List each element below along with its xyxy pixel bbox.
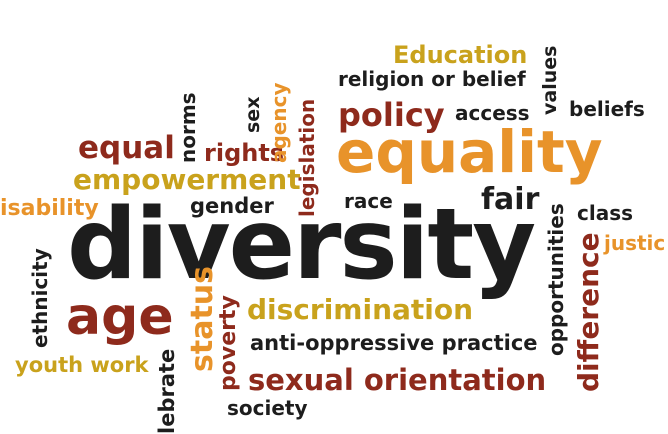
word-discrimination: discrimination xyxy=(247,293,474,326)
word-beliefs: beliefs xyxy=(569,97,645,121)
word-society: society xyxy=(227,396,308,420)
word-values: values xyxy=(539,45,561,115)
word-poverty: poverty xyxy=(216,295,241,391)
word-norms: norms xyxy=(176,92,200,163)
word-anti-oppressive-practice: anti-oppressive practice xyxy=(250,331,538,355)
word-equal: equal xyxy=(78,130,175,166)
word-race: race xyxy=(344,189,393,213)
word-agency: agency xyxy=(267,82,291,163)
word-empowerment: empowerment xyxy=(73,163,301,196)
word-policy: policy xyxy=(338,96,445,134)
word-access: access xyxy=(455,101,530,125)
word-status: status xyxy=(185,266,220,372)
word-sex: sex xyxy=(242,96,264,133)
word-education: Education xyxy=(393,41,528,69)
word-religion-or-belief: religion or belief xyxy=(338,67,526,91)
word-opportunities: opportunities xyxy=(544,203,568,356)
word-disability: isability xyxy=(0,196,99,221)
word-diversity: diversity xyxy=(67,188,536,302)
word-celebrate: lebrate xyxy=(155,348,179,434)
word-equality: equality xyxy=(336,118,603,186)
word-age: age xyxy=(66,287,174,347)
word-rights: rights xyxy=(204,139,285,167)
word-gender: gender xyxy=(190,194,274,218)
word-youth-work: youth work xyxy=(15,353,149,377)
word-class: class xyxy=(577,201,634,225)
word-fair: fair xyxy=(481,182,540,217)
word-difference: difference xyxy=(572,232,605,392)
word-ethnicity: ethnicity xyxy=(28,248,52,348)
word-justice: justic xyxy=(604,231,666,255)
word-sexual-orientation: sexual orientation xyxy=(248,363,547,397)
